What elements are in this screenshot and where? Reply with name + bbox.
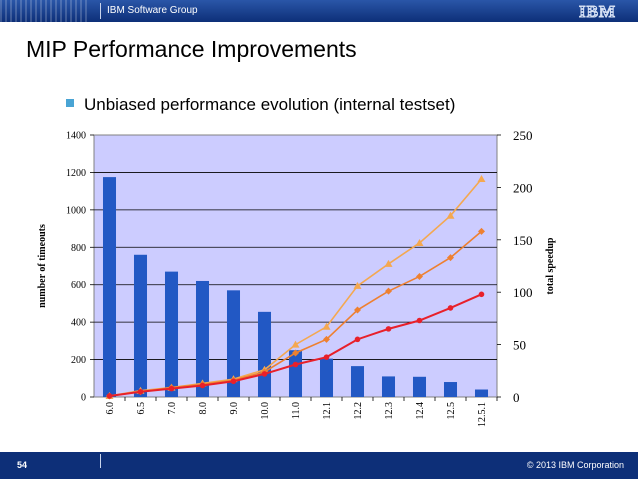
timeout-bar xyxy=(412,376,427,397)
y-axis-title: number of timeouts xyxy=(37,224,48,308)
timeout-bar xyxy=(133,254,148,397)
y-tick-label: 800 xyxy=(71,243,86,254)
bullet-item: Unbiased performance evolution (internal… xyxy=(66,95,455,115)
speedup-point xyxy=(477,175,486,183)
y-tick-label: 200 xyxy=(71,355,86,366)
header-bar: IBM Software Group IBM xyxy=(0,0,638,22)
speedup-point xyxy=(230,378,237,385)
speedup-point xyxy=(416,317,423,324)
timeout-bar xyxy=(443,382,458,397)
timeout-bar xyxy=(381,376,396,397)
speedup-point xyxy=(354,336,361,343)
speedup-point xyxy=(447,254,454,262)
x-tick-label: 12.5.1 xyxy=(477,402,488,427)
speedup-point xyxy=(323,354,330,360)
x-tick-label: 12.2 xyxy=(353,402,364,420)
speedup-point xyxy=(354,306,361,314)
header-separator xyxy=(100,3,101,19)
x-tick-label: 10.0 xyxy=(260,402,271,420)
footer-separator xyxy=(100,454,101,468)
x-tick-label: 12.1 xyxy=(322,402,333,420)
timeout-bar xyxy=(102,177,117,397)
x-tick-label: 6.0 xyxy=(105,402,116,415)
speedup-point xyxy=(353,281,362,289)
speedup-point xyxy=(137,388,144,395)
speedup-point xyxy=(478,291,485,298)
y2-tick-label: 150 xyxy=(513,233,533,248)
y2-tick-label: 0 xyxy=(513,390,520,405)
speedup-point xyxy=(416,272,423,280)
y2-tick-label: 50 xyxy=(513,338,526,353)
x-tick-label: 12.5 xyxy=(446,402,457,420)
bullet-square-icon xyxy=(66,99,74,107)
speedup-point xyxy=(415,238,424,246)
footer-bar: 54 © 2013 IBM Corporation xyxy=(0,452,638,479)
y-tick-label: 600 xyxy=(71,280,86,291)
ibm-logo: IBM xyxy=(579,2,616,22)
y-tick-label: 0 xyxy=(81,393,86,404)
y2-tick-label: 100 xyxy=(513,285,533,300)
y-tick-label: 1400 xyxy=(66,131,86,142)
speedup-point xyxy=(292,361,299,368)
slide-title: MIP Performance Improvements xyxy=(26,36,357,62)
speedup-point xyxy=(291,340,300,348)
y-tick-label: 1000 xyxy=(66,205,86,216)
x-tick-label: 12.3 xyxy=(384,402,395,420)
group-name: IBM Software Group xyxy=(107,5,198,16)
timeout-bar xyxy=(350,366,365,397)
x-tick-label: 6.5 xyxy=(136,402,147,415)
x-tick-label: 9.0 xyxy=(229,402,240,415)
timeout-bar xyxy=(164,271,179,397)
speedup-point xyxy=(106,393,113,399)
y2-tick-label: 200 xyxy=(513,180,533,195)
x-tick-label: 8.0 xyxy=(198,402,209,415)
speedup-point xyxy=(446,211,455,219)
timeout-bar xyxy=(288,350,303,397)
header-pattern xyxy=(0,0,90,22)
speedup-point xyxy=(199,382,206,389)
speedup-point xyxy=(323,335,330,343)
copyright: © 2013 IBM Corporation xyxy=(526,460,624,470)
x-tick-label: 11.0 xyxy=(291,402,302,419)
timeout-bar xyxy=(195,280,210,397)
x-tick-label: 12.4 xyxy=(415,402,426,420)
bullet-text: Unbiased performance evolution (internal… xyxy=(84,95,456,114)
timeout-bar xyxy=(474,389,489,397)
speedup-point xyxy=(322,322,331,330)
speedup-point xyxy=(261,371,268,377)
y2-tick-label: 250 xyxy=(513,128,533,143)
x-tick-label: 7.0 xyxy=(167,402,178,415)
performance-chart: 0 200 400 600 800 1000 1200 1400 0 50 100 150 200 250… xyxy=(37,128,556,427)
speedup-point xyxy=(385,287,392,295)
y-tick-label: 1200 xyxy=(66,168,86,179)
timeout-bar xyxy=(226,290,241,397)
y2-axis-title: total speedup xyxy=(545,237,556,294)
timeout-bar xyxy=(319,358,334,397)
speedup-point xyxy=(292,349,299,357)
speedup-point xyxy=(447,305,454,311)
speedup-point xyxy=(478,227,485,235)
timeout-bar xyxy=(257,311,272,397)
page-number: 54 xyxy=(17,460,28,470)
speedup-point xyxy=(168,385,175,392)
y-tick-label: 400 xyxy=(71,318,86,329)
speedup-point xyxy=(385,326,392,332)
speedup-point xyxy=(384,259,393,267)
